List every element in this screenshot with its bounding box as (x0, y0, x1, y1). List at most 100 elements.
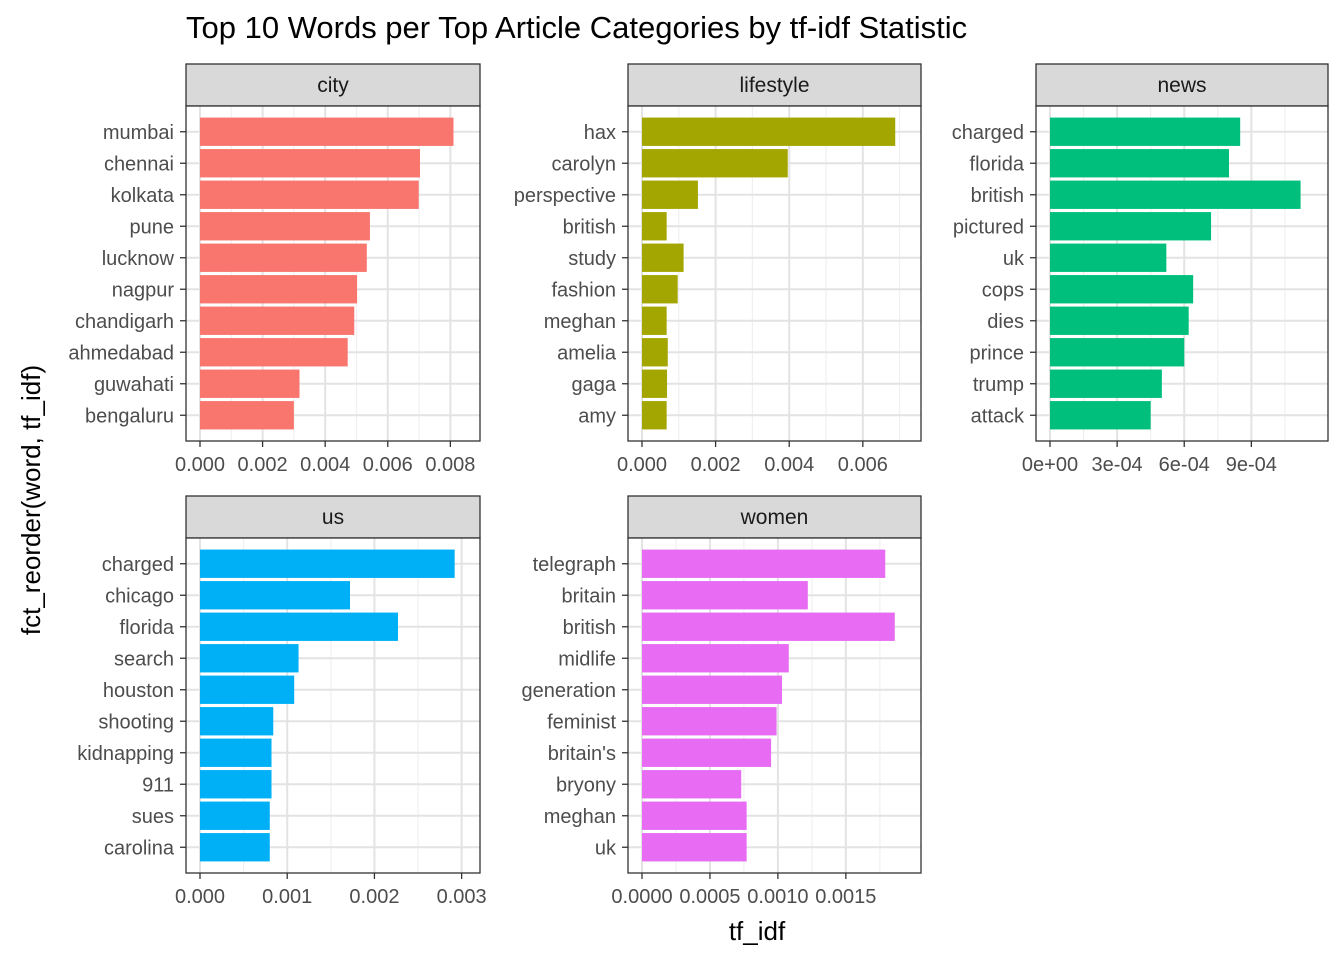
y-tick-label-perspective: perspective (514, 185, 616, 207)
x-tick-label: 9e-04 (1226, 454, 1277, 476)
y-tick-label-meghan: meghan (544, 806, 616, 828)
y-tick-label-dies: dies (987, 311, 1024, 333)
x-tick-label: 0.002 (349, 886, 399, 908)
bar-us-search (200, 644, 299, 673)
bar-us-carolina (200, 833, 270, 862)
chart-title: Top 10 Words per Top Article Categories … (186, 10, 967, 45)
y-tick-label-prince: prince (970, 342, 1024, 364)
y-tick-label-british: british (563, 216, 616, 238)
bar-lifestyle-hax (642, 117, 896, 146)
strip-label-lifestyle: lifestyle (739, 74, 809, 97)
x-tick-label: 0.002 (691, 454, 741, 476)
x-tick-label: 0.004 (300, 454, 350, 476)
y-tick-label-charged: charged (952, 122, 1024, 144)
bar-news-uk (1050, 243, 1167, 272)
y-tick-label-amy: amy (578, 405, 616, 427)
bar-lifestyle-study (642, 243, 684, 272)
bar-news-prince (1050, 338, 1185, 367)
bar-news-cops (1050, 275, 1194, 304)
strip-us (185, 495, 481, 539)
bar-women-telegraph (642, 549, 886, 578)
bar-news-florida (1050, 149, 1229, 178)
y-tick-label-uk: uk (1003, 248, 1025, 270)
y-tick-label-shooting: shooting (98, 711, 174, 733)
bar-women-britain's (642, 738, 772, 767)
bar-city-nagpur (200, 275, 358, 304)
y-tick-label-kolkata: kolkata (111, 185, 175, 207)
y-tick-label-sues: sues (132, 806, 174, 828)
bar-women-meghan (642, 801, 747, 830)
y-tick-label-charged: charged (102, 554, 174, 576)
bar-lifestyle-meghan (642, 306, 667, 335)
y-tick-label-feminist: feminist (547, 711, 616, 733)
panel-border (627, 105, 922, 442)
y-tick-label-chennai: chennai (104, 153, 174, 175)
y-tick-label-telegraph: telegraph (533, 554, 616, 576)
x-tick-label: 0.006 (363, 454, 413, 476)
strip-label-news: news (1157, 74, 1206, 97)
x-tick-label: 0.008 (425, 454, 475, 476)
bar-lifestyle-fashion (642, 275, 678, 304)
y-tick-label-carolyn: carolyn (552, 153, 616, 175)
y-tick-label-ahmedabad: ahmedabad (68, 342, 174, 364)
x-tick-label: 0.000 (617, 454, 667, 476)
strip-city (185, 63, 481, 107)
y-tick-label-generation: generation (521, 680, 616, 702)
bar-us-kidnapping (200, 738, 272, 767)
y-tick-label-nagpur: nagpur (112, 279, 175, 301)
facet-panels: city mumbai chennai kolkata pune lucknow nagpu… (68, 63, 1329, 908)
x-tick-label: 0.002 (238, 454, 288, 476)
y-tick-label-amelia: amelia (557, 342, 617, 364)
y-tick-label-lucknow: lucknow (102, 248, 175, 270)
y-tick-label-carolina: carolina (104, 837, 175, 859)
y-tick-label-midlife: midlife (558, 648, 616, 670)
y-tick-label-guwahati: guwahati (94, 374, 174, 396)
bar-news-trump (1050, 369, 1162, 398)
y-tick-label-uk: uk (595, 837, 617, 859)
facet-us: us charged chicago florida search houston shoo… (77, 495, 487, 908)
x-tick-label: 0.006 (838, 454, 888, 476)
y-tick-label-britain's: britain's (548, 743, 616, 765)
bar-city-kolkata (200, 180, 419, 209)
y-tick-label-study: study (568, 248, 616, 270)
facet-women: women telegraph britain british midlife gener… (521, 495, 922, 908)
x-tick-label: 0.003 (437, 886, 487, 908)
bar-city-ahmedabad (200, 338, 348, 367)
facet-lifestyle: lifestyle hax carolyn perspective british stu… (514, 63, 922, 476)
bar-news-charged (1050, 117, 1241, 146)
bar-lifestyle-gaga (642, 369, 668, 398)
y-tick-label-british: british (971, 185, 1024, 207)
strip-label-city: city (317, 74, 349, 97)
bar-lifestyle-british (642, 212, 667, 241)
bar-us-houston (200, 675, 295, 704)
x-tick-label: 0.001 (262, 886, 312, 908)
x-tick-label: 0e+00 (1022, 454, 1078, 476)
y-tick-label-british: british (563, 617, 616, 639)
x-tick-label: 0.0010 (747, 886, 808, 908)
y-tick-label-attack: attack (971, 405, 1025, 427)
y-tick-label-search: search (114, 648, 174, 670)
bar-city-bengaluru (200, 401, 294, 430)
y-tick-label-chandigarh: chandigarh (75, 311, 174, 333)
y-tick-label-meghan: meghan (544, 311, 616, 333)
bar-news-pictured (1050, 212, 1212, 241)
bar-lifestyle-amy (642, 401, 667, 430)
y-tick-label-pune: pune (130, 216, 175, 238)
bar-city-mumbai (200, 117, 454, 146)
bar-news-attack (1050, 401, 1151, 430)
y-tick-label-britain: britain (562, 585, 616, 607)
y-tick-label-florida: florida (120, 617, 175, 639)
bar-lifestyle-perspective (642, 180, 698, 209)
y-tick-label-fashion: fashion (552, 279, 617, 301)
y-tick-label-bengaluru: bengaluru (85, 405, 174, 427)
x-tick-label: 0.0000 (611, 886, 672, 908)
y-tick-label-hax: hax (584, 122, 616, 144)
bar-city-guwahati (200, 369, 300, 398)
bar-women-midlife (642, 644, 789, 673)
x-tick-label: 0.004 (764, 454, 814, 476)
y-tick-label-trump: trump (973, 374, 1024, 396)
y-tick-label-kidnapping: kidnapping (77, 743, 174, 765)
y-tick-label-cops: cops (982, 279, 1024, 301)
bar-city-chandigarh (200, 306, 355, 335)
x-tick-label: 0.000 (175, 886, 225, 908)
